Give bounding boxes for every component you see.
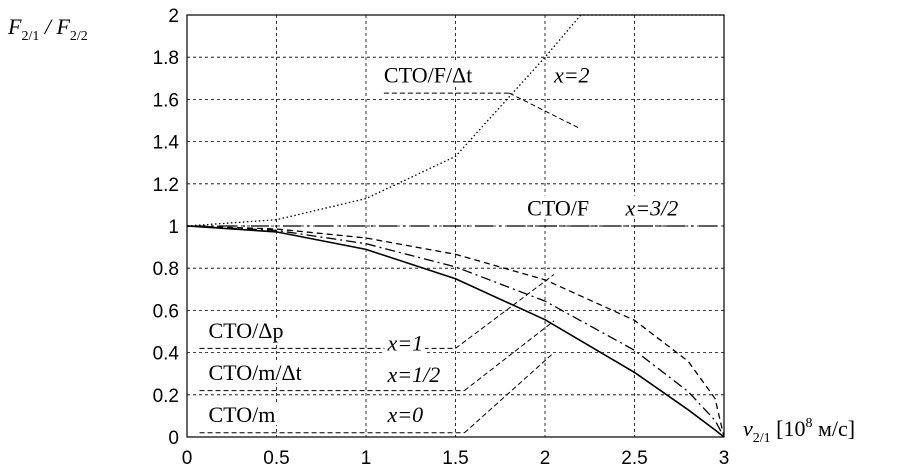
- x-tick-label: 1: [361, 448, 372, 469]
- xlabel-main: v: [743, 416, 753, 441]
- y-tick-label: 1.8: [153, 48, 179, 69]
- ylabel-sub2: 2/2: [70, 29, 88, 44]
- xlabel-sub: 2/1: [753, 431, 771, 446]
- ylabel-sep: / F: [39, 14, 70, 39]
- y-tick-label: 0.6: [153, 301, 179, 322]
- x-tick-label: 1.5: [442, 448, 468, 469]
- series-line-x1: [186, 225, 725, 438]
- ylabel-sub1: 2/1: [21, 29, 39, 44]
- y-tick-label: 2: [168, 6, 179, 27]
- xlabel-sup: 8: [805, 416, 812, 431]
- y-tick-label: 0.4: [153, 344, 180, 365]
- y-tick-label: 0: [168, 428, 179, 449]
- annotation-x-bg: [384, 330, 426, 354]
- y-tick-label: 0.2: [153, 386, 179, 407]
- series-line-x0: [186, 225, 725, 438]
- annotation-label-bg: [525, 195, 592, 219]
- y-tick-label: 0.8: [153, 259, 179, 280]
- x-tick-label: 2.5: [621, 448, 647, 469]
- annotation-x-label: x=0: [386, 402, 423, 427]
- annotation-leader: [464, 352, 555, 434]
- x-tick-labels: 0 0.5 1 1.5 2 2.5 3: [182, 448, 730, 469]
- y-tick-label: 1.4: [153, 133, 180, 154]
- annotation-label: СТО/m: [208, 402, 275, 427]
- y-tick-label: 1: [168, 217, 179, 238]
- annotation-label: СТО/F: [527, 195, 589, 220]
- annotation-x-bg: [622, 195, 681, 219]
- annotation-x-label: x=3/2: [625, 195, 679, 220]
- x-tick-label: 0.5: [263, 448, 289, 469]
- annotation-label-bg: [206, 402, 278, 426]
- annotation-x-bg: [550, 62, 592, 86]
- annotation-label-bg: [206, 317, 286, 341]
- xlabel-text2: м/с]: [812, 416, 855, 441]
- y-tick-label: 1.6: [153, 90, 179, 111]
- annotation-label: СТО/F/Δt: [384, 63, 472, 88]
- annotation-x-label: x=1/2: [386, 362, 440, 387]
- plot-frame: [186, 14, 725, 438]
- annotation-label: СТО/m/Δt: [208, 360, 301, 385]
- annotation-leader: [464, 320, 555, 391]
- series-line-x0_5: [186, 225, 725, 438]
- annotation-label-bg: [381, 62, 475, 86]
- annotation-leader: [508, 92, 582, 130]
- annotation-x-bg: [384, 362, 443, 386]
- ylabel-main: F: [7, 14, 22, 39]
- x-tick-label: 0: [182, 448, 193, 469]
- annotation-x-label: x=2: [553, 63, 590, 88]
- x-tick-label: 2: [540, 448, 551, 469]
- x-tick-label: 3: [719, 448, 730, 469]
- xlabel-text1: [10: [771, 416, 806, 441]
- y-tick-label: 1.2: [153, 175, 179, 196]
- annotation-x-bg: [384, 402, 426, 426]
- x-axis-label: v2/1 [108 м/с]: [743, 416, 855, 446]
- annotations: СТО/F/Δt x=2 СТО/F x=3/2 СТО/Δp x=1 СТО/m/Δt x=…: [199, 62, 689, 434]
- y-tick-labels: 0 0.2 0.4 0.6 0.8 1 1.2 1.4 1.6 1.8 2: [153, 6, 180, 449]
- annotation-label-bg: [206, 360, 304, 384]
- y-axis-label: F2/1 / F2/2: [7, 14, 88, 44]
- annotation-label: СТО/Δp: [208, 318, 283, 343]
- annotation-x-label: x=1: [386, 330, 423, 355]
- annotation-leader: [455, 274, 555, 349]
